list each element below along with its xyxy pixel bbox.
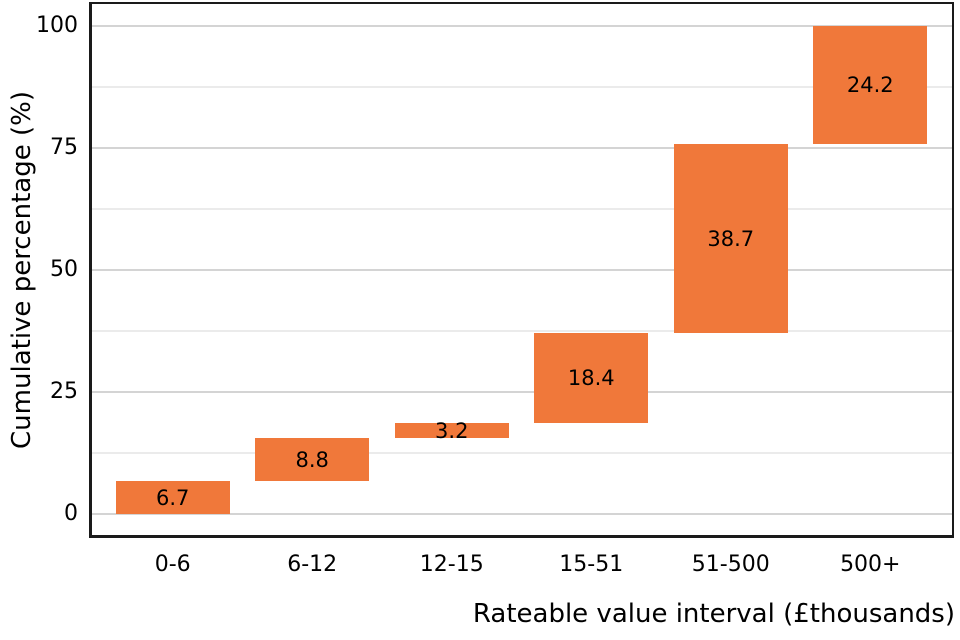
x-tick-label: 15-51 xyxy=(559,552,624,577)
bar-segment xyxy=(534,332,649,423)
gridline-major xyxy=(91,269,952,271)
y-tick-label: 25 xyxy=(50,379,78,404)
gridline-minor xyxy=(91,330,952,332)
gridline-minor xyxy=(91,208,952,210)
bar-segment xyxy=(673,144,788,333)
x-tick-label: 12-15 xyxy=(419,552,484,577)
x-tick-label: 500+ xyxy=(840,552,901,577)
bar-value-label: 6.7 xyxy=(156,485,190,510)
bar-segment xyxy=(255,438,370,482)
x-axis-title: Rateable value interval (£thousands) xyxy=(472,599,955,629)
y-tick-label: 75 xyxy=(50,135,78,160)
gridline-minor xyxy=(91,452,952,454)
gridline-minor xyxy=(91,86,952,88)
x-tick-label: 0-6 xyxy=(154,552,191,577)
bar-value-label: 18.4 xyxy=(567,365,615,390)
y-tick-label: 50 xyxy=(50,257,78,282)
gridline-major xyxy=(91,25,952,27)
y-tick-label: 0 xyxy=(64,501,78,526)
bar-value-label: 8.8 xyxy=(295,447,329,472)
gridline-major xyxy=(91,147,952,149)
bar-segment xyxy=(115,481,230,514)
bar-segment xyxy=(394,422,509,439)
gridline-major xyxy=(91,391,952,393)
bar-segment xyxy=(813,26,928,145)
gridline-major xyxy=(91,513,952,515)
x-tick-label: 51-500 xyxy=(691,552,770,577)
bar-value-label: 24.2 xyxy=(846,73,894,98)
x-tick-label: 6-12 xyxy=(287,552,338,577)
bar-value-label: 38.7 xyxy=(707,226,755,251)
y-tick-label: 100 xyxy=(36,13,78,38)
bar-value-label: 3.2 xyxy=(435,418,469,443)
